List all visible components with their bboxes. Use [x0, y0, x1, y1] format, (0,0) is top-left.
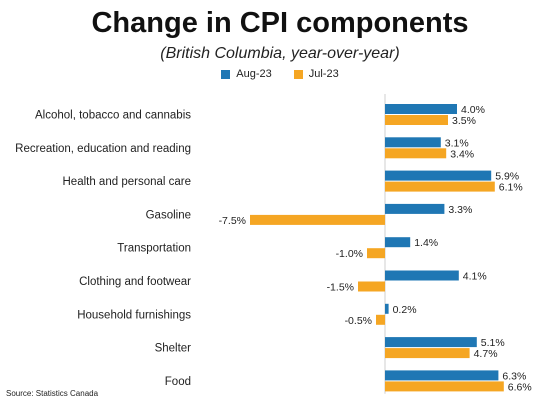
data-label: 3.5%	[452, 115, 476, 127]
data-label: 6.6%	[508, 381, 532, 393]
bar-jul-23	[367, 248, 385, 259]
bar-jul-23	[385, 181, 495, 192]
data-label: 3.4%	[450, 148, 474, 160]
data-label: 6.1%	[499, 182, 523, 194]
category-label: Gasoline	[146, 209, 191, 221]
bar-aug-23	[385, 270, 459, 281]
bar-aug-23	[385, 170, 492, 181]
bar-jul-23	[250, 214, 385, 225]
bar-jul-23	[385, 115, 448, 125]
data-label: 6.3%	[502, 370, 526, 382]
chart-title: Change in CPI components	[91, 7, 469, 39]
legend-swatch-aug	[221, 69, 231, 79]
data-label: 0.2%	[393, 304, 417, 316]
data-label: 4.1%	[463, 271, 487, 283]
bar-aug-23	[385, 303, 389, 314]
bar-aug-23	[385, 370, 499, 381]
bar-aug-23	[385, 237, 411, 248]
bar-aug-23	[385, 337, 477, 348]
category-label: Food	[165, 376, 191, 388]
chart-subtitle: (British Columbia, year-over-year)	[160, 45, 400, 62]
legend-swatch-jul	[293, 69, 303, 79]
bar-jul-23	[385, 348, 470, 359]
legend: Aug-23 Jul-23	[0, 68, 560, 80]
data-label: -1.0%	[336, 248, 363, 260]
data-label: -0.5%	[345, 315, 372, 327]
bar-jul-23	[358, 281, 385, 292]
legend-label-aug: Aug-23	[236, 68, 272, 80]
category-label: Household furnishings	[77, 309, 191, 321]
bar-aug-23	[385, 203, 445, 214]
category-label: Recreation, education and reading	[15, 143, 191, 155]
bar-jul-23	[376, 314, 385, 325]
bar-jul-23	[385, 381, 504, 392]
data-label: 5.9%	[495, 171, 519, 183]
bar-jul-23	[385, 148, 447, 159]
category-label: Shelter	[155, 343, 192, 355]
category-label: Clothing and footwear	[79, 276, 191, 288]
data-label: 3.3%	[448, 204, 472, 216]
bar-aug-23	[385, 137, 441, 148]
legend-item-jul: Jul-23	[293, 68, 339, 80]
data-label: -7.5%	[219, 215, 246, 227]
category-label: Transportation	[117, 243, 191, 255]
data-label: -1.5%	[327, 282, 354, 294]
data-label: 5.1%	[481, 337, 505, 349]
data-label: 1.4%	[414, 237, 438, 249]
data-label: 4.7%	[474, 348, 498, 360]
legend-item-aug: Aug-23	[221, 68, 272, 80]
category-label: Alcohol, tobacco and cannabis	[35, 110, 191, 122]
data-label: 4.0%	[461, 104, 485, 116]
legend-label-jul: Jul-23	[308, 68, 339, 80]
category-label: Health and personal care	[63, 176, 192, 188]
data-label: 3.1%	[445, 137, 469, 149]
bar-aug-23	[385, 104, 457, 114]
source-note: Source: Statistics Canada	[6, 389, 99, 398]
